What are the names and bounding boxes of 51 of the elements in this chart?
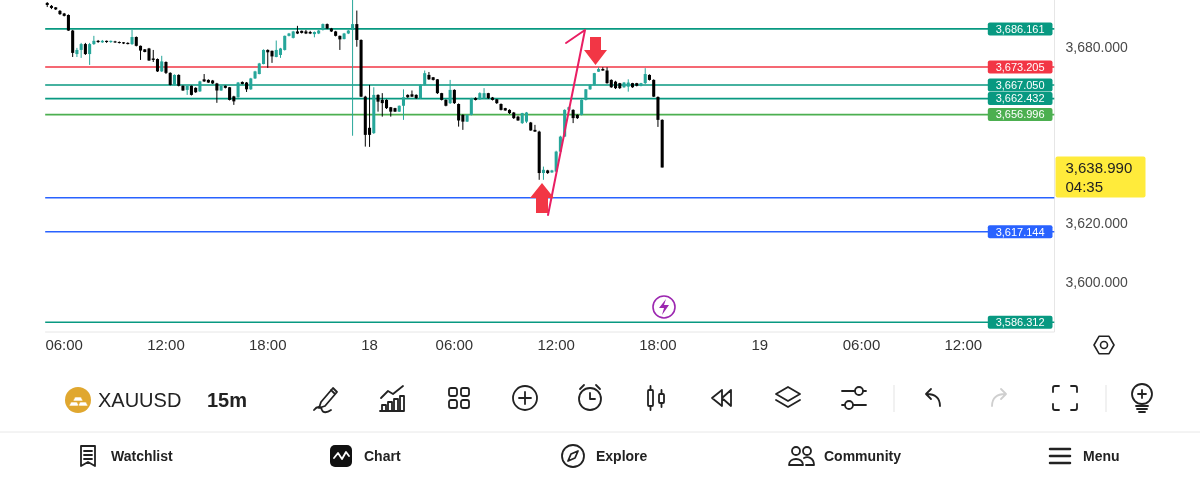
ref-line-label: 3,667.050 <box>995 78 1045 91</box>
candlestick <box>457 102 461 128</box>
ref-line-label: 3,586.312 <box>995 316 1045 329</box>
candlestick <box>368 84 372 148</box>
x-tick-label: 06:00 <box>45 336 83 354</box>
candlestick <box>448 79 452 105</box>
ref-line-label: 3,673.205 <box>995 60 1045 73</box>
text: 04:35 <box>1065 177 1104 195</box>
text: Menu <box>1083 447 1120 464</box>
x-tick-label: 19 <box>751 336 769 354</box>
text: Watchlist <box>111 447 174 464</box>
candlestick <box>130 29 134 46</box>
y-tick-label: 3,600.000 <box>1065 273 1128 290</box>
ref-line-label: 3,656.996 <box>995 108 1045 121</box>
candlestick <box>92 35 96 46</box>
x-tick-label: 18 <box>361 336 378 354</box>
candlestick <box>380 92 384 118</box>
candlestick <box>351 0 355 137</box>
candlestick <box>113 40 117 44</box>
candlestick <box>427 71 431 81</box>
candlestick <box>71 29 75 58</box>
x-tick-label: 06:00 <box>435 336 474 354</box>
candlestick <box>656 95 660 128</box>
x-tick-label: 12:00 <box>944 336 983 354</box>
x-tick-label: 12:00 <box>537 336 575 354</box>
candlestick <box>533 124 537 133</box>
candlestick <box>270 50 274 64</box>
text: Chart <box>364 447 401 464</box>
candlestick <box>376 93 380 113</box>
x-tick-label: 18:00 <box>248 336 287 354</box>
text: Community <box>824 447 902 464</box>
text: 15m <box>207 389 248 411</box>
y-tick-label: 3,620.000 <box>1065 215 1128 232</box>
candlestick <box>482 87 486 100</box>
ref-line-label: 3,617.144 <box>995 225 1045 238</box>
ref-line-label: 3,686.161 <box>995 22 1045 35</box>
text: 3,638.990 <box>1065 158 1133 176</box>
text: XAUUSD <box>98 389 182 411</box>
candlestick <box>410 89 414 98</box>
x-tick-label: 18:00 <box>639 336 677 354</box>
candlestick <box>401 88 406 121</box>
candlestick <box>202 73 206 83</box>
candlestick <box>304 29 308 35</box>
x-tick-label: 06:00 <box>842 336 881 354</box>
candlestick <box>355 10 359 48</box>
candlestick <box>88 42 92 66</box>
y-tick-label: 3,680.000 <box>1065 38 1128 55</box>
ref-line-label: 3,662.432 <box>995 92 1045 105</box>
candlestick <box>75 47 79 58</box>
x-tick-label: 12:00 <box>147 336 185 354</box>
text: Explore <box>596 447 648 464</box>
